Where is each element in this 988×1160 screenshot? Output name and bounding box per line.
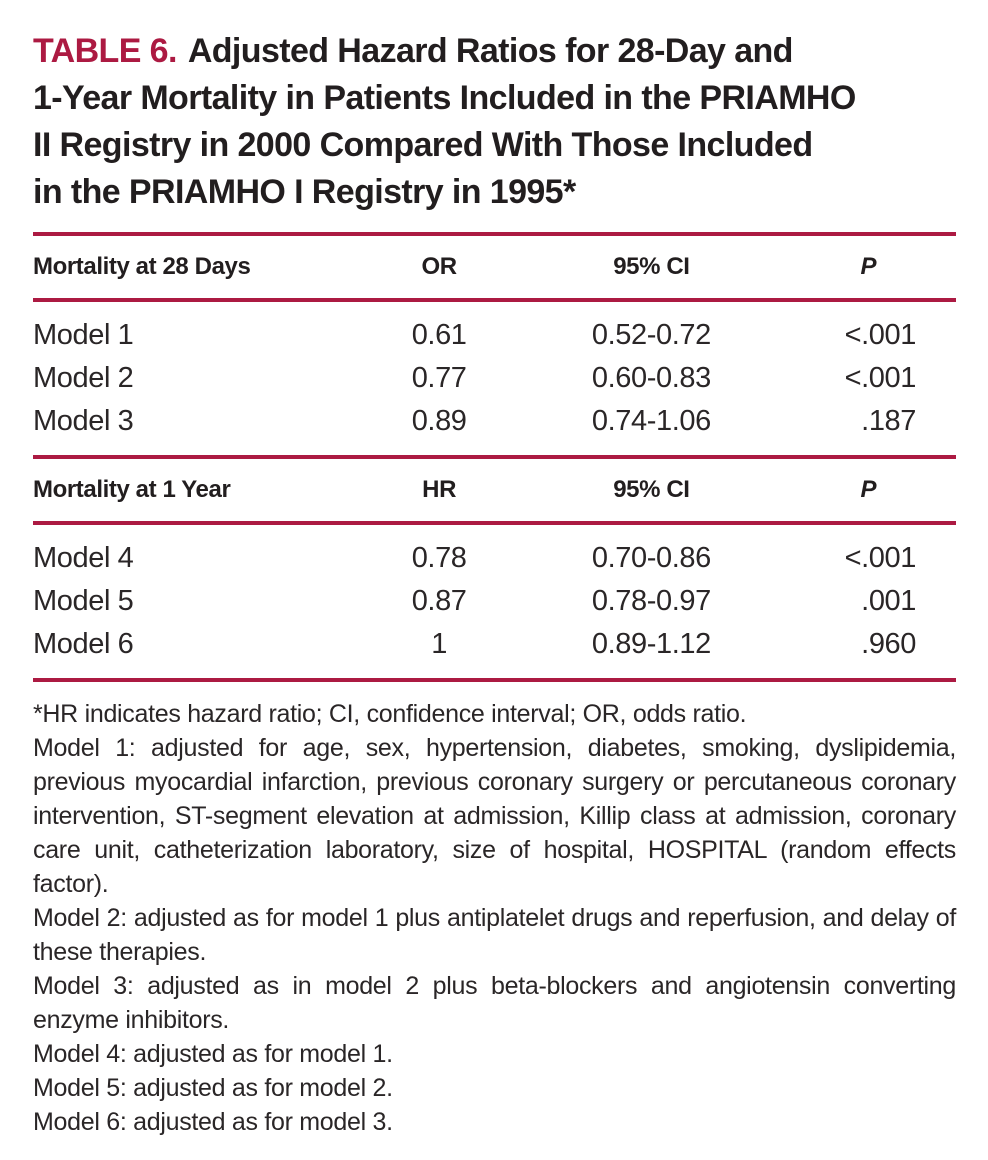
ci-cell: 0.60-0.83 [591,362,711,394]
mortality-1-year-table: Mortality at 1 Year HR 95% CI P Model 4 … [33,459,956,682]
p-value-cell: .001 [861,585,916,617]
p-value-cell: <.001 [844,362,917,394]
footnote-model-6: Model 6: adjusted as for model 3. [33,1108,393,1136]
table-row: Model 1 0.61 0.52-0.72 <.001 [33,300,956,357]
header-hr: HR [356,459,523,525]
ci-cell: 0.52-0.72 [591,319,711,351]
footnote-model-3: Model 3: adjusted as in model 2 plus bet… [33,972,956,1034]
table-header-row: Mortality at 28 Days OR 95% CI P [33,234,956,302]
model-name-cell: Model 5 [33,585,134,617]
header-95-ci: 95% CI [522,459,781,525]
footnote-model-2: Model 2: adjusted as for model 1 plus an… [33,904,956,966]
table-row: Model 2 0.77 0.60-0.83 <.001 [33,357,956,400]
header-mortality-1-year: Mortality at 1 Year [33,459,357,525]
footnote-model-4: Model 4: adjusted as for model 1. [33,1040,393,1068]
estimate-cell: 0.89 [411,405,467,437]
ci-cell: 0.78-0.97 [591,585,711,617]
footnote-model-1: Model 1: adjusted for age, sex, hyperten… [33,734,956,898]
header-p-value: P [780,459,956,525]
table-row: Model 5 0.87 0.78-0.97 .001 [33,580,956,623]
footnote-model-5: Model 5: adjusted as for model 2. [33,1074,393,1102]
footnote-abbreviations: *HR indicates hazard ratio; CI, confiden… [33,700,747,728]
p-value-cell: <.001 [844,542,917,574]
table-header-row: Mortality at 1 Year HR 95% CI P [33,459,956,525]
header-mortality-28-days: Mortality at 28 Days [33,234,357,302]
estimate-cell: 0.87 [411,585,467,617]
mortality-28-days-table: Mortality at 28 Days OR 95% CI P Model 1… [33,232,956,459]
model-name-cell: Model 2 [33,362,134,394]
p-value-cell: .960 [861,628,916,660]
table-title-text: Adjusted Hazard Ratios for 28-Day and 1-… [33,32,856,211]
ci-cell: 0.89-1.12 [591,628,711,660]
p-value-cell: .187 [861,405,916,437]
ci-cell: 0.70-0.86 [591,542,711,574]
estimate-cell: 1 [431,628,447,660]
p-value-cell: <.001 [844,319,917,351]
table-footnotes: *HR indicates hazard ratio; CI, confiden… [33,697,956,1139]
model-name-cell: Model 3 [33,405,134,437]
table-title: TABLE 6. Adjusted Hazard Ratios for 28-Da… [33,28,956,216]
estimate-cell: 0.61 [411,319,467,351]
table-number-label: TABLE 6. [33,32,177,70]
estimate-cell: 0.78 [411,542,467,574]
table-row: Model 6 1 0.89-1.12 .960 [33,623,956,680]
header-or: OR [356,234,523,302]
estimate-cell: 0.77 [411,362,467,394]
table-row: Model 3 0.89 0.74-1.06 .187 [33,400,956,457]
model-name-cell: Model 4 [33,542,134,574]
header-p-value: P [780,234,956,302]
ci-cell: 0.74-1.06 [591,405,711,437]
model-name-cell: Model 6 [33,628,134,660]
header-95-ci: 95% CI [522,234,781,302]
table-row: Model 4 0.78 0.70-0.86 <.001 [33,523,956,580]
model-name-cell: Model 1 [33,319,134,351]
